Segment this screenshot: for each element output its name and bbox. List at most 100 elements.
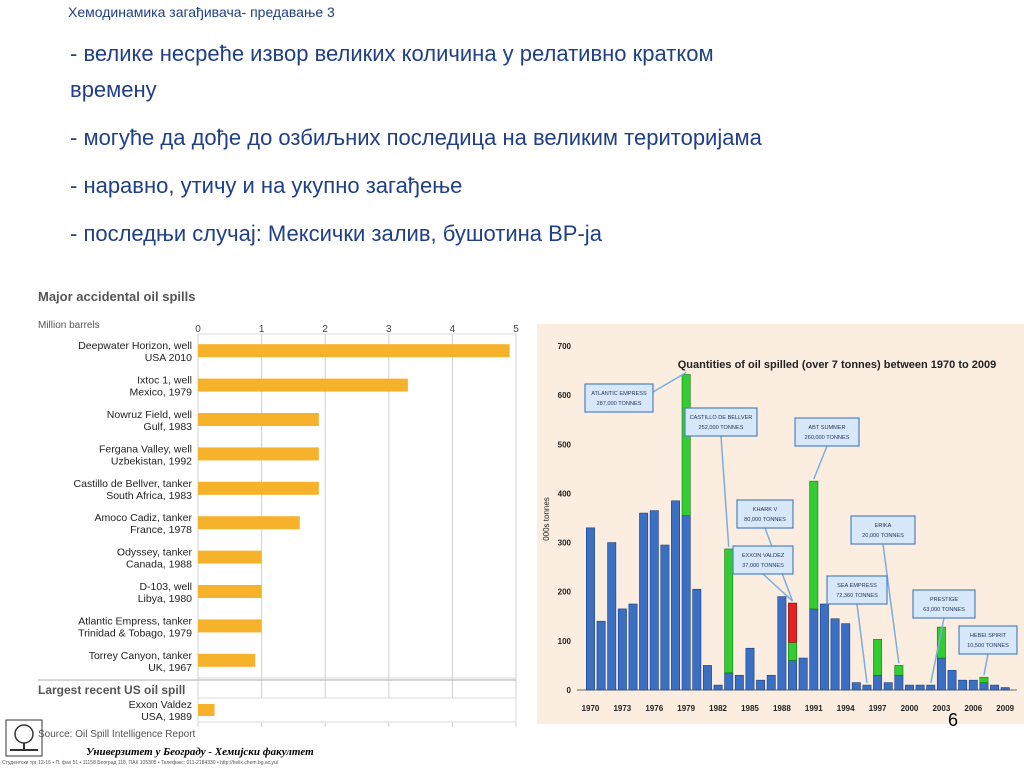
- bar-blue: [702, 665, 712, 691]
- bar-green: [894, 665, 904, 676]
- annotation-label: ERIKA: [875, 523, 892, 529]
- annotation-box: [826, 575, 888, 605]
- y-tick-label: 600: [558, 391, 572, 400]
- bar-blue: [851, 682, 861, 691]
- annotation-leader: [762, 573, 794, 602]
- bar: [198, 550, 262, 564]
- bar-blue: [628, 603, 638, 691]
- x-tick-label: 1994: [837, 704, 855, 713]
- bar-blue: [745, 647, 755, 691]
- annotation-box: [912, 589, 976, 619]
- annotation-leader: [930, 617, 945, 684]
- annotation-value: 80,000 TONNES: [744, 517, 786, 523]
- x-tick-label: 1982: [709, 704, 727, 713]
- bar-green: [809, 480, 819, 610]
- bar-blue: [649, 510, 659, 691]
- bar-green: [979, 676, 989, 683]
- category-label: Odyssey, tanker: [117, 547, 193, 559]
- y-tick-label: 400: [558, 489, 572, 498]
- university-name: Универзитет у Београду - Хемијски факулт…: [86, 746, 314, 758]
- bar-green: [873, 639, 883, 676]
- x-tick-label: 1991: [805, 704, 823, 713]
- annotation-label: ABT SUMMER: [808, 425, 845, 431]
- bar-blue: [990, 684, 1000, 691]
- bar-blue: [873, 674, 883, 691]
- bar-blue: [692, 588, 702, 691]
- bar-blue: [713, 684, 723, 691]
- bar-blue: [979, 682, 989, 691]
- category-sublabel: South Africa, 1983: [106, 490, 192, 502]
- chart-subtitle: Million barrels: [38, 320, 100, 331]
- course-title: Хемодинамика загађивача- предавање 3: [68, 4, 335, 20]
- y-tick-label: 500: [558, 440, 572, 449]
- x-tick-label: 0: [195, 324, 201, 335]
- annotation-value: 63,000 TONNES: [923, 607, 965, 613]
- category-sublabel: Mexico, 1979: [130, 387, 193, 399]
- x-tick-label: 5: [513, 324, 519, 335]
- annotation-value: 287,000 TONNES: [597, 401, 642, 407]
- bullet-1: - велике несреће извор великих количина …: [70, 41, 714, 66]
- y-tick-label: 200: [558, 588, 572, 597]
- university-logo-icon: [5, 719, 43, 757]
- bar-blue: [926, 684, 936, 691]
- bar: [198, 619, 262, 633]
- bar-blue: [936, 657, 946, 691]
- category-label: Atlantic Empress, tanker: [78, 615, 192, 627]
- category-label: Nowruz Field, well: [107, 409, 192, 421]
- bar-blue: [777, 596, 787, 691]
- x-tick-label: 1970: [582, 704, 600, 713]
- category-sublabel: Gulf, 1983: [144, 421, 193, 433]
- major-spills-svg: Major accidental oil spills Million barre…: [38, 289, 519, 740]
- annotation-leader: [813, 445, 828, 480]
- bullet-4: - последњи случај: Мексички залив, бушот…: [70, 221, 602, 246]
- bar-blue: [586, 527, 595, 691]
- bar-blue: [788, 660, 797, 691]
- bar-blue: [596, 620, 606, 691]
- annotation-value: 20,000 TONNES: [862, 533, 904, 539]
- annotation-label: KHARK V: [753, 507, 778, 513]
- annotation-value: 260,000 TONNES: [805, 435, 850, 441]
- annotation-value: 252,000 TONNES: [699, 425, 744, 431]
- quantities-chart: Quantities of oil spilled (over 7 tonnes…: [537, 324, 1024, 724]
- annotation-label: ATLANTIC EMPRESS: [591, 391, 647, 397]
- bar: [198, 344, 510, 358]
- bar: [198, 704, 215, 716]
- y-tick-label: 300: [558, 539, 572, 548]
- category-sublabel: UK, 1967: [148, 662, 192, 674]
- bar-blue: [660, 544, 670, 691]
- bar-blue: [1000, 687, 1010, 691]
- annotation-leader: [720, 435, 730, 548]
- x-tick-label: 3: [386, 324, 392, 335]
- bar-blue: [617, 608, 627, 691]
- bar-blue: [958, 679, 968, 691]
- slide-number: 6: [948, 710, 959, 730]
- annotation-leader: [856, 603, 868, 684]
- annotation-box: [732, 545, 794, 575]
- bar: [198, 378, 408, 392]
- bar-blue: [894, 674, 904, 691]
- x-tick-label: 1976: [645, 704, 663, 713]
- y-tick-label: 100: [558, 637, 572, 646]
- bar-blue: [809, 608, 819, 691]
- annotation-box: [958, 625, 1018, 655]
- bar: [198, 653, 256, 667]
- x-tick-label: 1973: [613, 704, 631, 713]
- bar-blue: [830, 618, 840, 691]
- bar: [198, 413, 319, 426]
- bar-blue: [766, 674, 776, 691]
- bar: [198, 516, 300, 530]
- bar-red: [788, 602, 797, 643]
- bullet-1-cont: времену: [70, 77, 157, 102]
- annotation-value: 10,500 TONNES: [967, 643, 1009, 649]
- bar-blue: [798, 657, 808, 691]
- bar-blue: [915, 684, 925, 691]
- category-label: Ixtoc 1, well: [137, 375, 192, 387]
- bullet-3: - наравно, утичу и на укупно загађење: [70, 173, 463, 198]
- y-tick-label: 700: [558, 342, 572, 351]
- y-axis-label: 000s tonnes: [542, 497, 551, 541]
- bar: [198, 447, 319, 461]
- annotation-box: [850, 515, 916, 545]
- x-tick-label: 1988: [773, 704, 791, 713]
- x-tick-label: 2: [322, 324, 328, 335]
- bar-blue: [681, 515, 691, 691]
